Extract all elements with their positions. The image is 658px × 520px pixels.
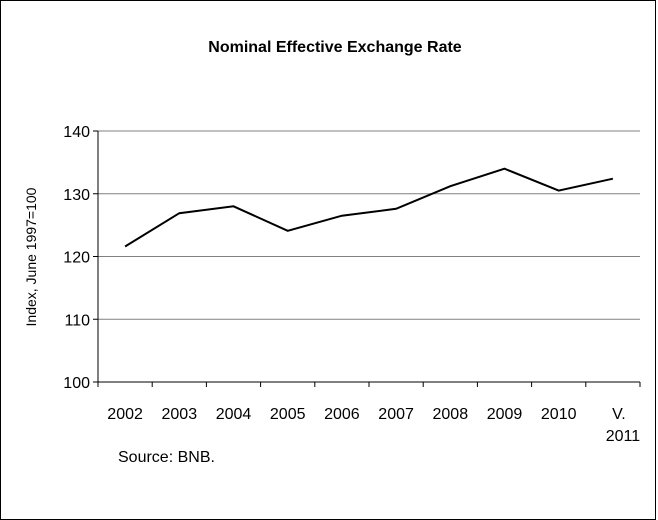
y-tick-labels: 100 110 120 130 140 <box>63 124 90 392</box>
axes <box>93 130 641 387</box>
x-tick-label-2009: 2009 <box>487 406 523 423</box>
data-point-2002 <box>124 245 126 247</box>
data-point-2010 <box>558 190 560 192</box>
data-point-2008 <box>449 185 451 187</box>
x-tick-label-2010: 2010 <box>541 406 577 423</box>
y-tick-label-110: 110 <box>64 312 90 329</box>
y-tick-label-120: 120 <box>63 250 90 267</box>
y-tick-label-100: 100 <box>63 375 90 392</box>
series <box>124 167 614 248</box>
source-note: Source: BNB. <box>118 449 215 466</box>
x-tick-labels: 2002 2003 2004 2005 2006 2007 2008 2009 2010 V. 20… <box>107 406 640 445</box>
x-tick-label-2003: 2003 <box>162 406 198 423</box>
x-tick-label-2004: 2004 <box>216 406 252 423</box>
x-tick-label-2002: 2002 <box>107 406 143 423</box>
x-tick-label-2008: 2008 <box>433 406 469 423</box>
grid-lines <box>98 130 640 320</box>
chart-title: Nominal Effective Exchange Rate <box>208 39 462 56</box>
data-point-2003 <box>178 212 180 214</box>
x-tick-label-V-2011: V. 2011 <box>606 406 641 445</box>
chart-canvas: Nominal Effective Exchange Rate Index, J… <box>23 39 641 466</box>
data-point-2004 <box>233 205 235 207</box>
data-point-2007 <box>395 208 397 210</box>
y-tick-label-130: 130 <box>63 187 90 204</box>
data-point-2005 <box>287 230 289 232</box>
x-tick-label-2007: 2007 <box>378 406 414 423</box>
data-point-V-2011 <box>612 178 614 180</box>
y-axis-label: Index, June 1997=100 <box>23 187 39 326</box>
data-point-2009 <box>504 168 506 170</box>
data-point-2006 <box>341 215 343 217</box>
series-line <box>124 167 614 248</box>
x-tick-label-2006: 2006 <box>324 406 360 423</box>
y-tick-label-140: 140 <box>63 124 90 141</box>
x-tick-label-2005: 2005 <box>270 406 306 423</box>
